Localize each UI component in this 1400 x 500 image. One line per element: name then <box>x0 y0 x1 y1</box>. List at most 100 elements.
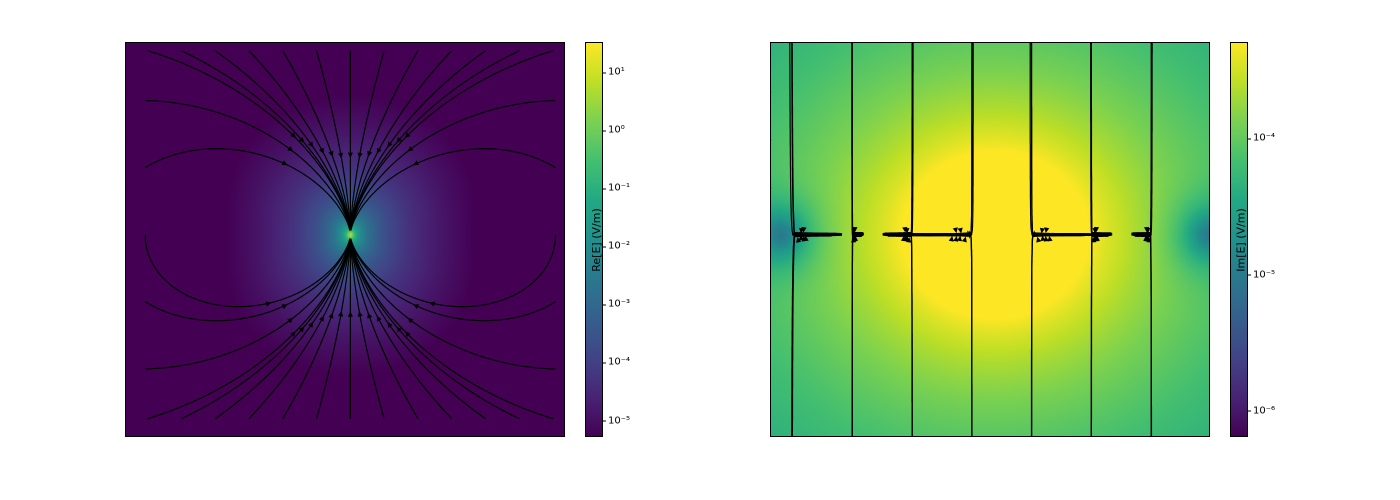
streamline <box>1136 234 1152 436</box>
colorbar-tick: 10⁻³ <box>602 299 630 310</box>
streamline <box>181 240 350 419</box>
streamline <box>916 233 972 436</box>
streamline <box>1030 43 1092 236</box>
streamline <box>1032 233 1081 436</box>
streamline <box>887 43 912 236</box>
streamline <box>1091 232 1111 436</box>
streamline <box>317 239 351 419</box>
streamline-arrow <box>1036 237 1041 243</box>
colorbar-tick: 10⁻⁶ <box>1247 405 1275 416</box>
streamline-arrow <box>348 153 353 158</box>
streamline <box>215 51 350 229</box>
colorbar-tick: 10⁰ <box>602 125 625 136</box>
streamline <box>852 232 862 436</box>
colorbar-tick: 10⁻⁴ <box>602 357 630 368</box>
plot-area-imag: Imaginary Component x z −100−75−50−25025… <box>770 42 1210 437</box>
streamline-arrow <box>408 318 414 323</box>
streamline-arrow <box>962 237 967 243</box>
streamline <box>906 43 972 236</box>
streamline <box>889 234 913 436</box>
streamline <box>351 51 520 230</box>
streamline <box>884 232 912 436</box>
streamline-arrow <box>348 311 353 316</box>
streamline <box>1133 232 1152 436</box>
streamline-arrow <box>287 146 293 151</box>
streamline-arrow <box>408 146 414 151</box>
streamline-arrow <box>329 151 334 157</box>
streamline-arrow <box>338 311 343 317</box>
streamline <box>792 232 839 436</box>
streamline-arrow <box>367 151 372 157</box>
colorbar-tick: 10⁻² <box>602 241 630 252</box>
streamline <box>1031 233 1089 436</box>
streamline <box>883 43 913 236</box>
streamline <box>792 232 836 436</box>
colorbar-tick: 10¹ <box>602 67 625 78</box>
streamline <box>145 235 350 307</box>
streamline <box>852 43 862 236</box>
colorbar-tick: 10⁻⁵ <box>1247 269 1275 280</box>
streamline <box>852 43 862 236</box>
streamline <box>885 43 912 236</box>
streamline <box>181 51 350 230</box>
streamline <box>145 149 350 231</box>
streamline <box>852 43 863 236</box>
colorbar-real: Re[E] (V/m) 10⁻⁵10⁻⁴10⁻³10⁻²10⁻¹10⁰10¹ <box>585 42 603 437</box>
streamline <box>852 234 861 436</box>
colorbar-label: Re[E] (V/m) <box>590 208 603 271</box>
streamline-arrow <box>367 313 372 319</box>
streamline <box>351 51 486 229</box>
streamline <box>351 240 520 419</box>
streamline <box>885 232 912 436</box>
streamline <box>792 43 839 236</box>
streamline <box>790 43 842 236</box>
streamline-arrow <box>358 153 363 159</box>
streamline-arrow <box>387 141 392 147</box>
streamline <box>1134 232 1152 436</box>
streamline <box>1091 232 1110 436</box>
streamline <box>792 43 835 236</box>
streamline-arrow <box>949 236 954 242</box>
streamline-arrow <box>338 153 343 159</box>
colorbar-imag: Im[E] (V/m) 10⁻⁶10⁻⁵10⁻⁴ <box>1230 42 1248 437</box>
colorbar-label: Im[E] (V/m) <box>1235 208 1248 272</box>
streamline <box>351 240 486 418</box>
streamline <box>1032 43 1085 236</box>
streamline <box>215 240 350 418</box>
streamline-arrow <box>953 227 958 233</box>
streamline-arrow <box>953 236 958 242</box>
streamline <box>852 232 863 436</box>
streamline <box>912 43 972 236</box>
streamline <box>792 234 831 436</box>
streamline <box>351 235 556 307</box>
streamline <box>1091 43 1112 236</box>
streamline <box>910 232 972 436</box>
streamline <box>1032 232 1086 436</box>
streamline-arrow <box>308 322 313 328</box>
streamline <box>1091 234 1108 436</box>
streamline-arrow <box>287 318 293 323</box>
streamline-arrow <box>329 313 334 319</box>
colorbar-tick: 10⁻⁵ <box>602 415 630 426</box>
streamline <box>1091 43 1110 236</box>
plot-area-real: Real Component x z −100−75−50−250255075−… <box>125 42 565 437</box>
colorbar-tick: 10⁻¹ <box>602 183 630 194</box>
streamlines-imag <box>771 43 1209 436</box>
streamline <box>906 233 972 436</box>
streamline <box>317 51 351 231</box>
streamline-arrow <box>308 141 313 147</box>
streamline <box>1133 43 1151 236</box>
streamlines-real <box>126 43 564 436</box>
streamline <box>1091 43 1108 236</box>
streamline <box>350 239 384 419</box>
colorbar-tick: 10⁻⁴ <box>1247 133 1275 144</box>
streamline <box>351 149 556 231</box>
streamline-arrow <box>958 228 963 234</box>
streamline <box>1031 43 1088 236</box>
streamline-arrow <box>358 311 363 317</box>
streamline-arrow <box>387 322 392 328</box>
streamline <box>350 51 384 231</box>
streamline-arrow <box>1044 227 1049 233</box>
streamline <box>1132 43 1152 236</box>
figure: Real Component x z −100−75−50−250255075−… <box>0 0 1400 500</box>
